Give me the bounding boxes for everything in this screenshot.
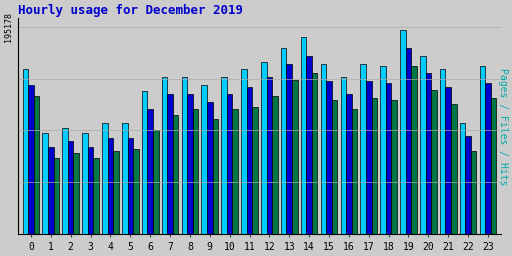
Bar bbox=[312, 72, 317, 234]
Bar bbox=[346, 94, 352, 234]
Bar bbox=[480, 66, 485, 234]
Bar bbox=[267, 77, 272, 234]
Bar bbox=[372, 98, 377, 234]
Bar bbox=[162, 77, 167, 234]
Bar bbox=[445, 88, 451, 234]
Bar bbox=[420, 56, 425, 234]
Bar bbox=[93, 158, 99, 234]
Bar bbox=[88, 147, 93, 234]
Bar bbox=[306, 56, 312, 234]
Bar bbox=[485, 83, 491, 234]
Text: Hourly usage for December 2019: Hourly usage for December 2019 bbox=[18, 4, 243, 17]
Bar bbox=[425, 72, 431, 234]
Bar bbox=[287, 64, 292, 234]
Bar bbox=[142, 91, 147, 234]
Bar bbox=[411, 66, 417, 234]
Bar bbox=[54, 158, 59, 234]
Bar bbox=[261, 62, 267, 234]
Bar bbox=[301, 37, 306, 234]
Bar bbox=[380, 66, 386, 234]
Bar bbox=[68, 141, 73, 234]
Bar bbox=[491, 98, 496, 234]
Bar bbox=[451, 104, 457, 234]
Bar bbox=[108, 138, 113, 234]
Bar bbox=[23, 69, 28, 234]
Bar bbox=[82, 133, 88, 234]
Bar bbox=[207, 102, 212, 234]
Bar bbox=[247, 88, 252, 234]
Bar bbox=[42, 133, 48, 234]
Bar bbox=[360, 64, 366, 234]
Bar bbox=[127, 138, 133, 234]
Bar bbox=[173, 115, 178, 234]
Bar bbox=[221, 77, 227, 234]
Bar bbox=[391, 100, 397, 234]
Bar bbox=[272, 96, 278, 234]
Bar bbox=[28, 85, 34, 234]
Bar bbox=[281, 48, 287, 234]
Bar bbox=[352, 109, 357, 234]
Bar bbox=[400, 30, 406, 234]
Bar bbox=[465, 136, 471, 234]
Bar bbox=[332, 100, 337, 234]
Bar bbox=[212, 119, 218, 234]
Bar bbox=[48, 147, 54, 234]
Bar bbox=[34, 96, 39, 234]
Bar bbox=[182, 77, 187, 234]
Bar bbox=[252, 106, 258, 234]
Bar bbox=[147, 109, 153, 234]
Bar bbox=[133, 149, 139, 234]
Bar bbox=[187, 94, 193, 234]
Bar bbox=[201, 85, 207, 234]
Bar bbox=[386, 83, 391, 234]
Bar bbox=[406, 48, 411, 234]
Bar bbox=[122, 123, 127, 234]
Bar bbox=[321, 64, 326, 234]
Bar bbox=[153, 130, 159, 234]
Bar bbox=[102, 123, 108, 234]
Bar bbox=[292, 80, 297, 234]
Bar bbox=[440, 69, 445, 234]
Bar bbox=[62, 128, 68, 234]
Bar bbox=[232, 109, 238, 234]
Bar bbox=[460, 123, 465, 234]
Bar bbox=[366, 81, 372, 234]
Y-axis label: Pages / Files / Hits: Pages / Files / Hits bbox=[498, 68, 508, 185]
Bar bbox=[227, 94, 232, 234]
Bar bbox=[431, 90, 437, 234]
Bar bbox=[193, 109, 198, 234]
Bar bbox=[471, 151, 477, 234]
Bar bbox=[73, 153, 79, 234]
Bar bbox=[167, 94, 173, 234]
Bar bbox=[326, 81, 332, 234]
Bar bbox=[113, 151, 119, 234]
Bar bbox=[241, 69, 247, 234]
Bar bbox=[340, 77, 346, 234]
